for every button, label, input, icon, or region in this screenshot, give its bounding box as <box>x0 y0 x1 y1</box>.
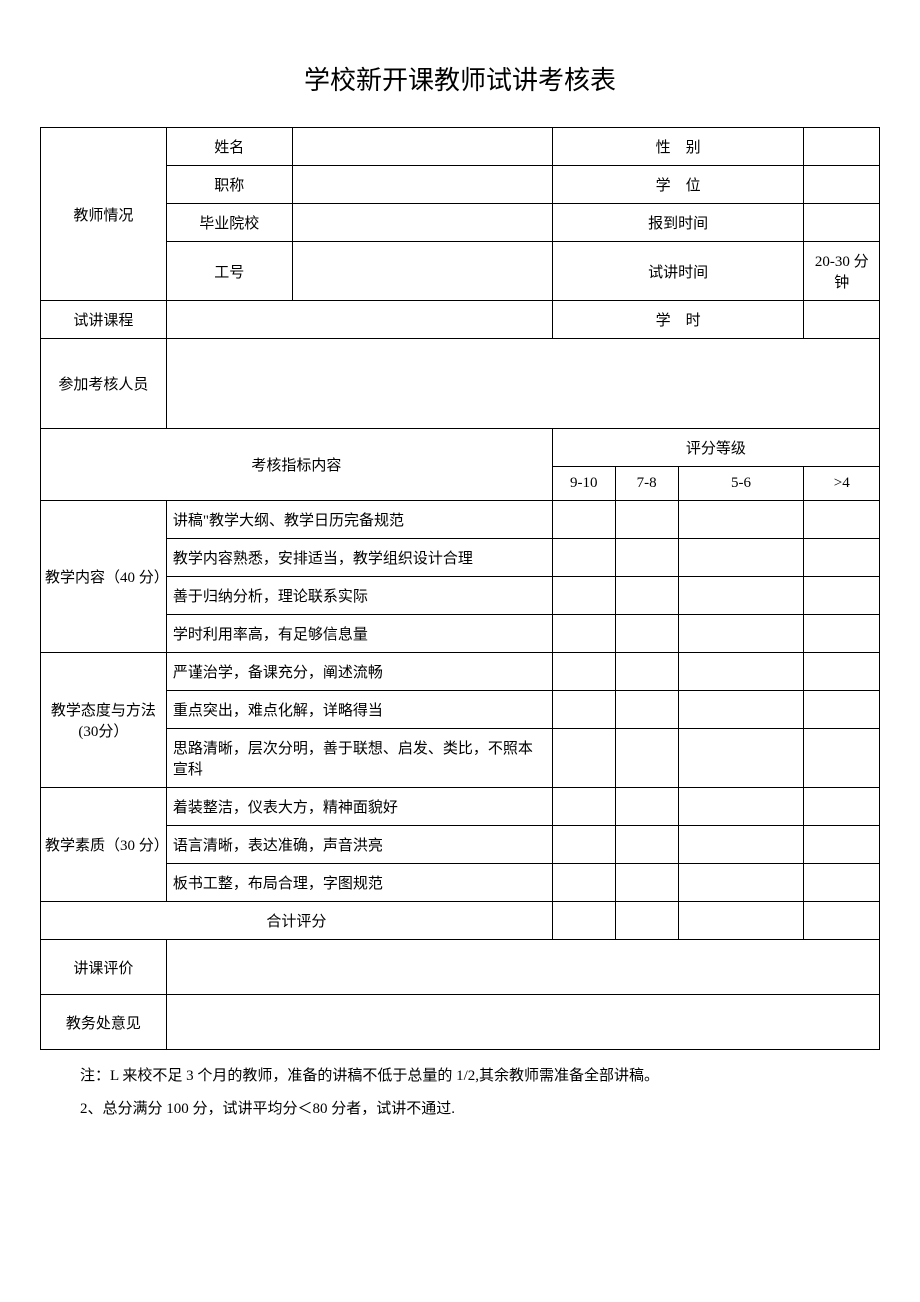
hours-value <box>804 301 880 339</box>
course-value <box>166 301 552 339</box>
school-value <box>292 204 552 242</box>
section-2-item-1: 语言清晰，表达准确，声音洪亮 <box>166 826 552 864</box>
score-cell <box>804 501 880 539</box>
score-cell <box>804 864 880 902</box>
score-cell <box>678 577 804 615</box>
score-cell <box>615 653 678 691</box>
score-cell <box>678 729 804 788</box>
score-cell <box>678 653 804 691</box>
level-1: 7-8 <box>615 467 678 501</box>
report-time-value <box>804 204 880 242</box>
name-value <box>292 128 552 166</box>
name-label: 姓名 <box>166 128 292 166</box>
score-cell <box>552 864 615 902</box>
score-cell <box>552 539 615 577</box>
section-1-item-0: 严谨治学，备课充分，阐述流畅 <box>166 653 552 691</box>
score-cell <box>552 826 615 864</box>
score-cell <box>615 501 678 539</box>
score-cell <box>804 788 880 826</box>
id-value <box>292 242 552 301</box>
office-value <box>166 995 879 1050</box>
indicator-header: 考核指标内容 <box>41 429 553 501</box>
score-cell <box>552 615 615 653</box>
evaluation-table: 教师情况 姓名 性 别 职称 学 位 毕业院校 报到时间 工号 试讲时间 20-… <box>40 127 880 1050</box>
score-cell <box>678 788 804 826</box>
section-1-item-2: 思路清晰，层次分明，善于联想、启发、类比，不照本宣科 <box>166 729 552 788</box>
score-cell <box>678 826 804 864</box>
score-cell <box>804 539 880 577</box>
score-cell <box>552 653 615 691</box>
score-cell <box>615 539 678 577</box>
notes: 注：L 来校不足 3 个月的教师，准备的讲稿不低于总量的 1/2,其余教师需准备… <box>40 1060 880 1126</box>
section-0-item-1: 教学内容熟悉，安排适当，教学组织设计合理 <box>166 539 552 577</box>
section-0-item-2: 善于归纳分析，理论联系实际 <box>166 577 552 615</box>
lecture-time-label: 试讲时间 <box>552 242 804 301</box>
score-cell <box>678 615 804 653</box>
level-0: 9-10 <box>552 467 615 501</box>
lecture-time-value: 20-30 分钟 <box>804 242 880 301</box>
level-2: 5-6 <box>678 467 804 501</box>
score-cell <box>552 501 615 539</box>
section-1-item-1: 重点突出，难点化解，详略得当 <box>166 691 552 729</box>
section-0-item-0: 讲稿"教学大纲、教学日历完备规范 <box>166 501 552 539</box>
score-cell <box>678 691 804 729</box>
id-label: 工号 <box>166 242 292 301</box>
participants-value <box>166 339 879 429</box>
score-cell <box>678 539 804 577</box>
title-value <box>292 166 552 204</box>
degree-value <box>804 166 880 204</box>
course-label: 试讲课程 <box>41 301 167 339</box>
score-cell <box>552 729 615 788</box>
score-cell <box>804 729 880 788</box>
score-cell <box>615 577 678 615</box>
total-cell <box>678 902 804 940</box>
score-cell <box>615 864 678 902</box>
score-cell <box>678 501 804 539</box>
eval-value <box>166 940 879 995</box>
participants-label: 参加考核人员 <box>41 339 167 429</box>
section-0-item-3: 学时利用率高，有足够信息量 <box>166 615 552 653</box>
note-2: 2、总分满分 100 分，试讲平均分＜80 分者，试讲不通过. <box>80 1093 880 1126</box>
report-time-label: 报到时间 <box>552 204 804 242</box>
degree-label: 学 位 <box>552 166 804 204</box>
section-0-label: 教学内容（40 分） <box>41 501 167 653</box>
level-3: >4 <box>804 467 880 501</box>
teacher-info-label: 教师情况 <box>41 128 167 301</box>
score-cell <box>552 788 615 826</box>
score-cell <box>615 826 678 864</box>
section-1-label: 教学态度与方法 (30分） <box>41 653 167 788</box>
gender-label: 性 别 <box>552 128 804 166</box>
eval-label: 讲课评价 <box>41 940 167 995</box>
total-label: 合计评分 <box>41 902 553 940</box>
office-label: 教务处意见 <box>41 995 167 1050</box>
section-2-item-0: 着装整洁，仪表大方，精神面貌好 <box>166 788 552 826</box>
total-cell <box>615 902 678 940</box>
score-cell <box>678 864 804 902</box>
title-label: 职称 <box>166 166 292 204</box>
school-label: 毕业院校 <box>166 204 292 242</box>
score-cell <box>804 577 880 615</box>
score-cell <box>552 691 615 729</box>
score-cell <box>804 615 880 653</box>
gender-value <box>804 128 880 166</box>
section-2-label: 教学素质（30 分） <box>41 788 167 902</box>
total-cell <box>804 902 880 940</box>
hours-label: 学 时 <box>552 301 804 339</box>
score-cell <box>615 729 678 788</box>
score-cell <box>804 826 880 864</box>
score-cell <box>804 653 880 691</box>
level-header: 评分等级 <box>552 429 879 467</box>
score-cell <box>615 788 678 826</box>
section-2-item-2: 板书工整，布局合理，字图规范 <box>166 864 552 902</box>
score-cell <box>552 577 615 615</box>
score-cell <box>615 615 678 653</box>
page-title: 学校新开课教师试讲考核表 <box>40 60 880 97</box>
score-cell <box>804 691 880 729</box>
total-cell <box>552 902 615 940</box>
score-cell <box>615 691 678 729</box>
note-1: 注：L 来校不足 3 个月的教师，准备的讲稿不低于总量的 1/2,其余教师需准备… <box>80 1060 880 1093</box>
